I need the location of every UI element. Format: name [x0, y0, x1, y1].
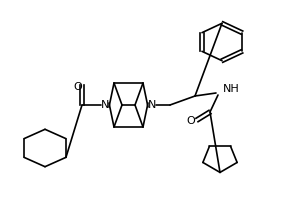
Text: O: O	[74, 82, 82, 92]
Text: O: O	[187, 116, 195, 126]
Text: N: N	[148, 100, 156, 110]
Text: NH: NH	[223, 84, 240, 94]
Text: N: N	[101, 100, 109, 110]
